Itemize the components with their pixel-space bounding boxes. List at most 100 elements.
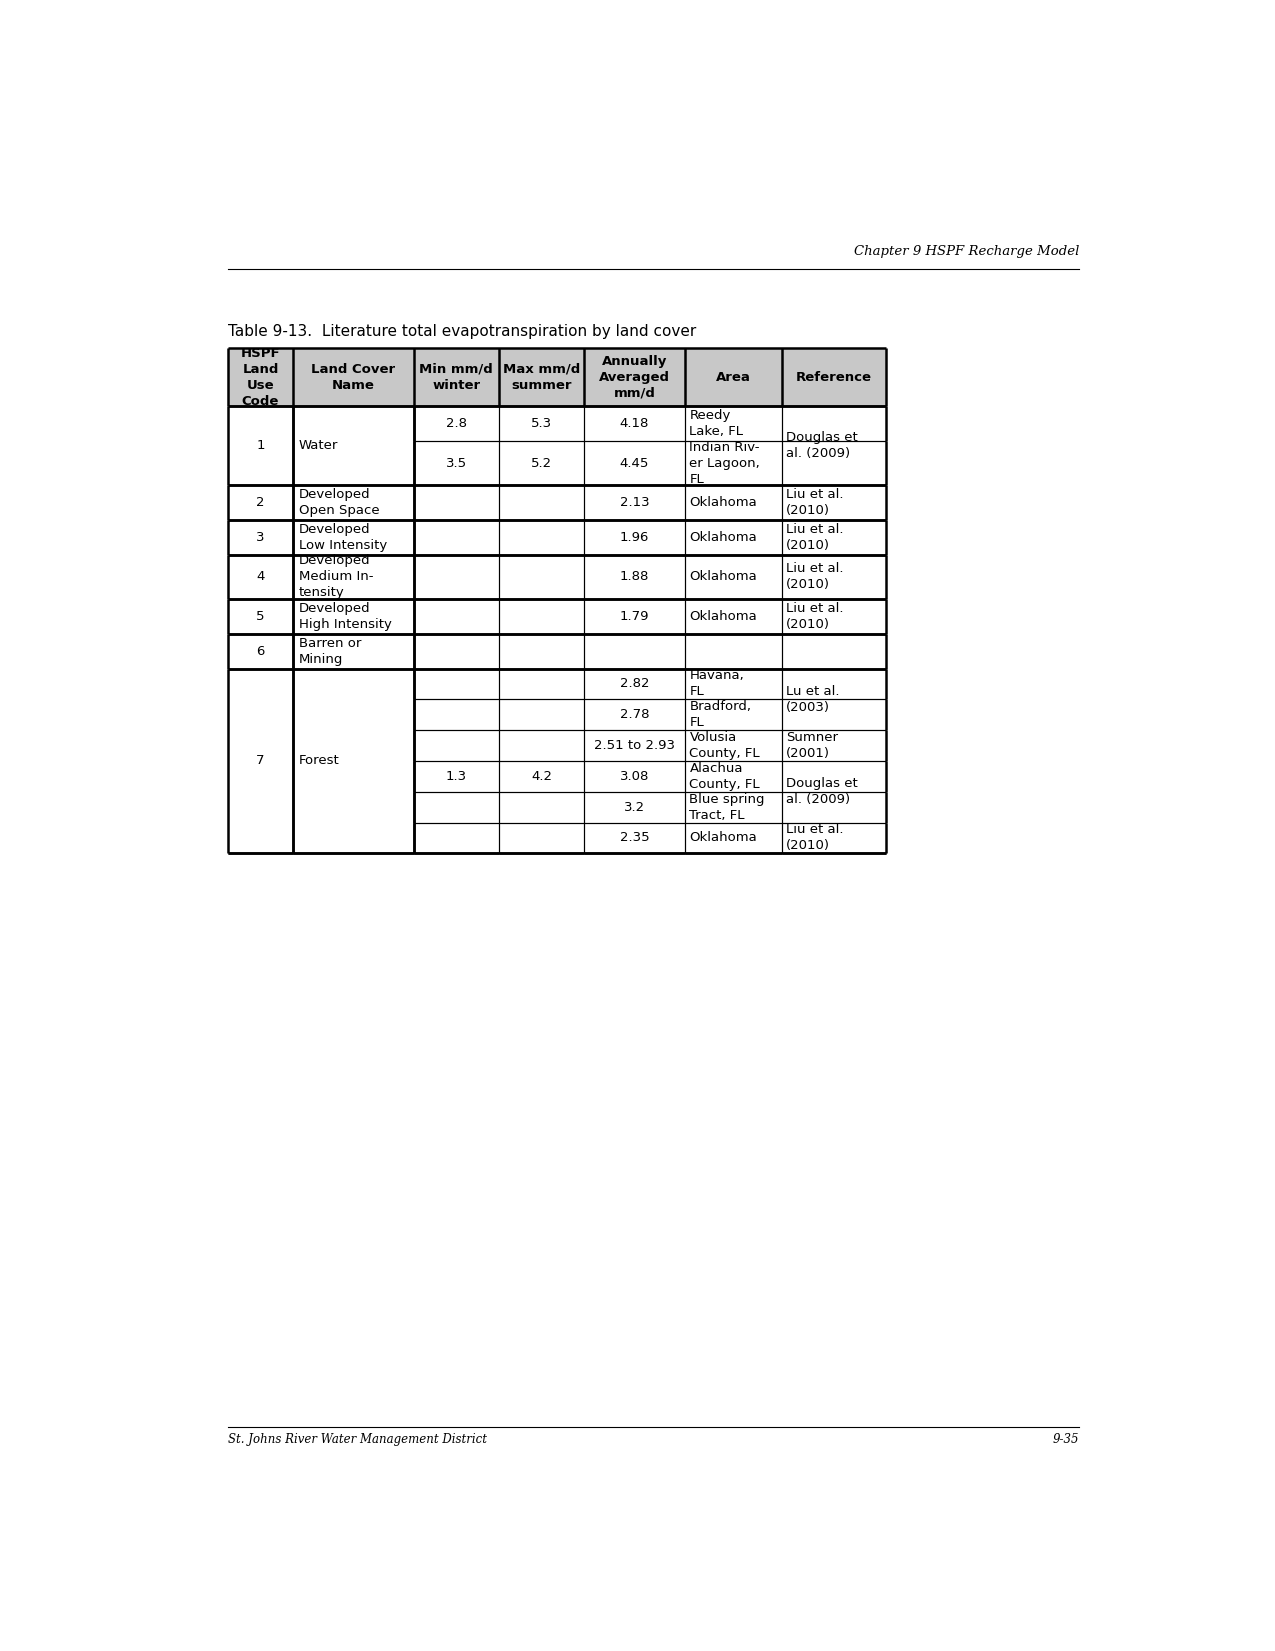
Bar <box>499 700 584 730</box>
Bar <box>782 634 886 669</box>
Text: Developed
Low Intensity: Developed Low Intensity <box>298 523 388 551</box>
Bar <box>685 700 782 730</box>
Bar <box>413 700 499 730</box>
Bar <box>227 555 293 599</box>
Bar <box>584 520 685 555</box>
Bar <box>685 520 782 555</box>
Bar <box>685 634 782 669</box>
Text: Douglas et
al. (2009): Douglas et al. (2009) <box>787 431 858 461</box>
Text: 2.51 to 2.93: 2.51 to 2.93 <box>594 740 674 753</box>
Text: 4.18: 4.18 <box>620 416 649 429</box>
Bar <box>584 485 685 520</box>
Text: Alachua
County, FL: Alachua County, FL <box>690 761 760 791</box>
Bar <box>227 669 293 854</box>
Bar <box>685 485 782 520</box>
Bar <box>499 792 584 822</box>
Bar <box>685 555 782 599</box>
Text: Oklahoma: Oklahoma <box>690 571 757 583</box>
Bar <box>227 634 293 669</box>
Text: 2.78: 2.78 <box>620 708 649 721</box>
Text: Table 9-13.  Literature total evapotranspiration by land cover: Table 9-13. Literature total evapotransp… <box>227 324 696 338</box>
Text: Forest: Forest <box>298 755 339 768</box>
Text: Douglas et
al. (2009): Douglas et al. (2009) <box>787 778 858 806</box>
Bar <box>685 761 782 792</box>
Bar <box>293 485 413 520</box>
Text: 2.13: 2.13 <box>620 497 649 509</box>
Bar <box>413 669 499 700</box>
Bar <box>293 669 413 854</box>
Bar <box>584 730 685 761</box>
Text: 2.82: 2.82 <box>620 677 649 690</box>
Bar <box>584 822 685 854</box>
Bar <box>499 669 584 700</box>
Bar <box>293 634 413 669</box>
Bar <box>584 700 685 730</box>
Bar <box>782 761 886 792</box>
Bar <box>293 520 413 555</box>
Bar <box>413 555 499 599</box>
Bar <box>413 599 499 634</box>
Text: Oklahoma: Oklahoma <box>690 832 757 845</box>
Text: 1.3: 1.3 <box>446 769 467 783</box>
Text: Bradford,
FL: Bradford, FL <box>690 700 751 730</box>
Bar <box>499 822 584 854</box>
Bar <box>293 555 413 599</box>
Bar <box>499 634 584 669</box>
Text: 5: 5 <box>256 611 265 622</box>
Text: Volusia
County, FL: Volusia County, FL <box>690 731 760 759</box>
Text: Area: Area <box>715 370 751 383</box>
Bar <box>685 406 782 441</box>
Bar <box>499 730 584 761</box>
Bar <box>499 441 584 485</box>
Text: Liu et al.
(2010): Liu et al. (2010) <box>787 603 844 631</box>
Text: Liu et al.
(2010): Liu et al. (2010) <box>787 824 844 852</box>
Bar <box>499 520 584 555</box>
Bar <box>227 348 886 406</box>
Text: Max mm/d
summer: Max mm/d summer <box>502 363 580 391</box>
Text: Oklahoma: Oklahoma <box>690 532 757 543</box>
Bar <box>782 406 886 441</box>
Text: Water: Water <box>298 439 338 452</box>
Bar <box>782 730 886 761</box>
Bar <box>782 485 886 520</box>
Text: Land Cover
Name: Land Cover Name <box>311 363 395 391</box>
Bar <box>413 761 499 792</box>
Text: 4: 4 <box>256 571 265 583</box>
Text: 2: 2 <box>256 497 265 509</box>
Bar <box>685 822 782 854</box>
Bar <box>413 485 499 520</box>
Text: 5.2: 5.2 <box>530 456 552 469</box>
Bar <box>499 555 584 599</box>
Text: 5.3: 5.3 <box>530 416 552 429</box>
Text: 1.96: 1.96 <box>620 532 649 543</box>
Bar <box>782 791 886 794</box>
Text: 1.79: 1.79 <box>620 611 649 622</box>
Bar <box>685 441 782 485</box>
Bar <box>413 634 499 669</box>
Bar <box>584 761 685 792</box>
Text: Sumner
(2001): Sumner (2001) <box>787 731 839 759</box>
Bar <box>584 441 685 485</box>
Bar <box>782 520 886 555</box>
Bar <box>782 669 886 700</box>
Text: 1: 1 <box>256 439 265 452</box>
Text: 3: 3 <box>256 532 265 543</box>
Bar <box>293 599 413 634</box>
Text: 2.35: 2.35 <box>620 832 649 845</box>
Bar <box>413 520 499 555</box>
Text: 4.2: 4.2 <box>530 769 552 783</box>
Text: Liu et al.
(2010): Liu et al. (2010) <box>787 523 844 551</box>
Bar <box>584 555 685 599</box>
Bar <box>499 761 584 792</box>
Text: Developed
High Intensity: Developed High Intensity <box>298 603 391 631</box>
Bar <box>782 441 886 485</box>
Bar <box>227 485 293 520</box>
Text: Lu et al.
(2003): Lu et al. (2003) <box>787 685 840 713</box>
Bar <box>782 822 886 854</box>
Text: Barren or
Mining: Barren or Mining <box>298 637 361 665</box>
Bar <box>413 406 499 441</box>
Text: 4.45: 4.45 <box>620 456 649 469</box>
Text: Reference: Reference <box>796 370 872 383</box>
Text: Liu et al.
(2010): Liu et al. (2010) <box>787 563 844 591</box>
Text: Havana,
FL: Havana, FL <box>690 670 745 698</box>
